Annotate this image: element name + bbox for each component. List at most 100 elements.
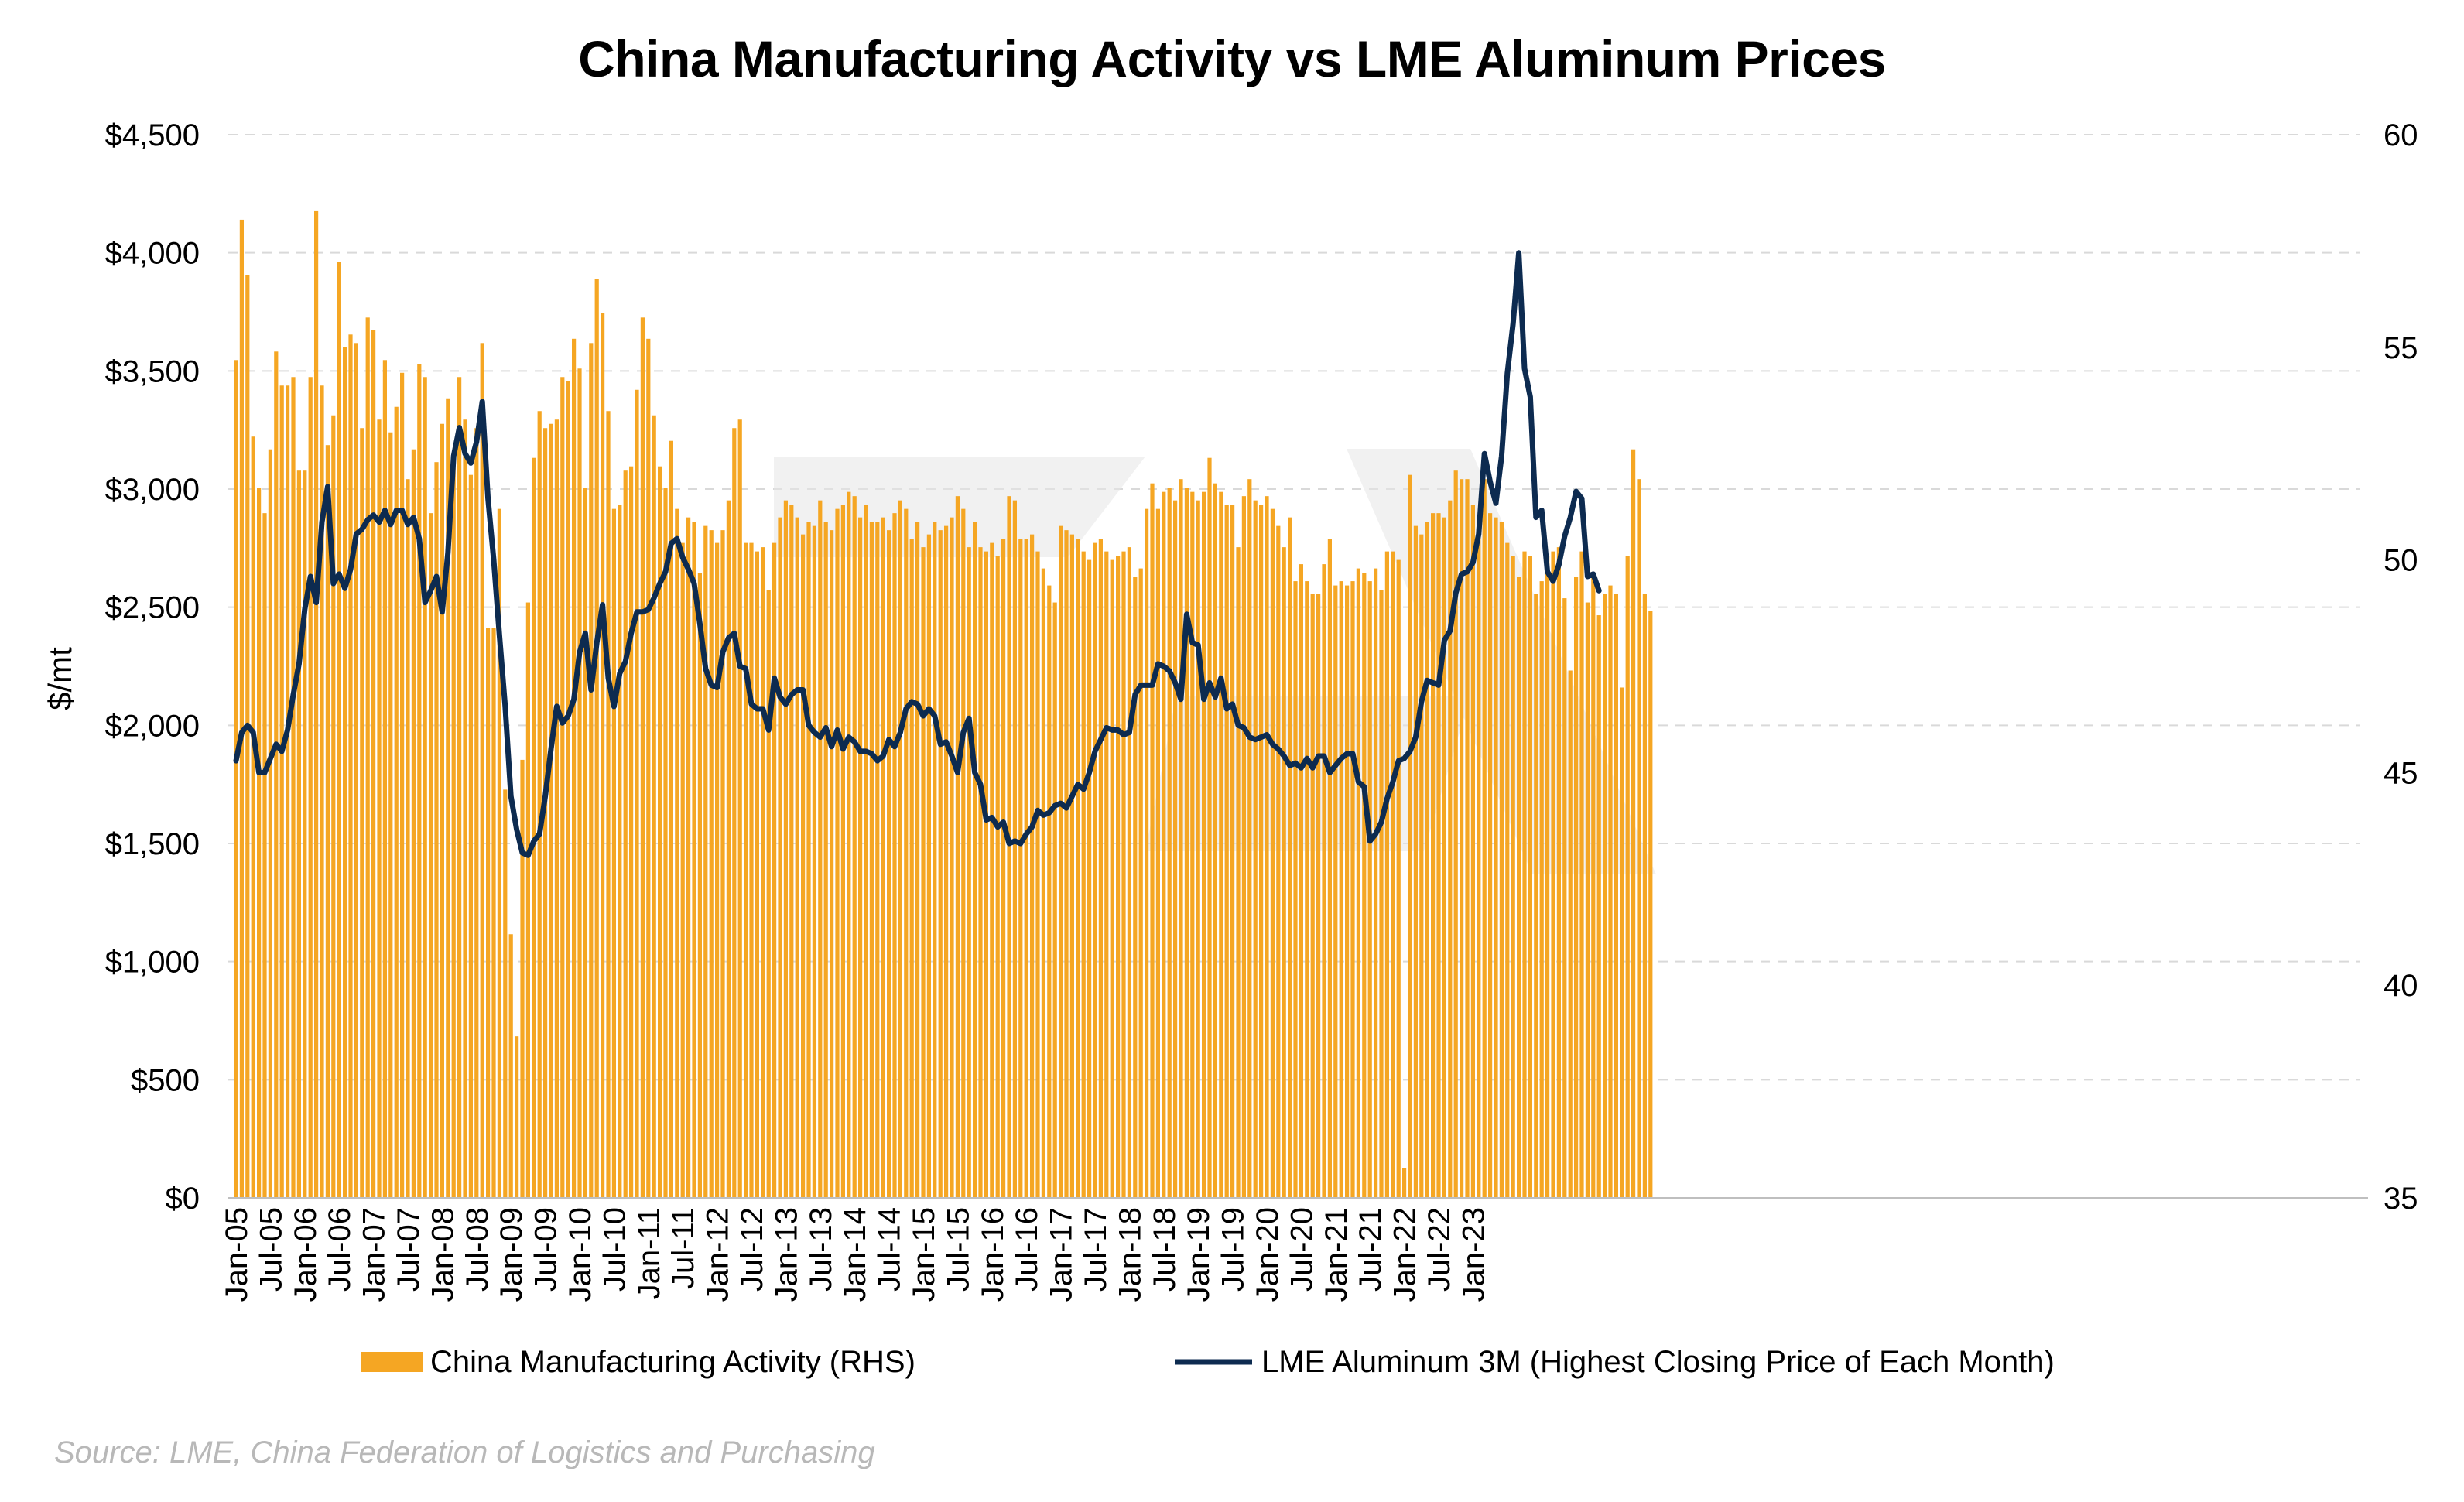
bar <box>1213 483 1217 1198</box>
bar <box>1059 525 1063 1198</box>
x-tick-label: Jul-20 <box>1285 1207 1319 1292</box>
bar <box>348 334 353 1198</box>
bar <box>508 934 513 1198</box>
bar <box>606 411 611 1198</box>
bar <box>1620 687 1624 1198</box>
bar <box>451 462 456 1198</box>
bar <box>486 628 491 1198</box>
bar <box>1110 559 1114 1198</box>
bar <box>1012 500 1017 1198</box>
bar <box>1219 491 1223 1198</box>
right-tick-label: 50 <box>2384 544 2418 578</box>
bar <box>640 317 645 1198</box>
bar <box>709 530 714 1198</box>
bar <box>944 525 949 1198</box>
bar <box>1190 491 1195 1198</box>
bar <box>365 317 370 1198</box>
bar <box>537 411 542 1198</box>
bar <box>1207 457 1212 1198</box>
bar <box>755 551 759 1198</box>
bar <box>1511 556 1515 1198</box>
bar <box>382 360 387 1199</box>
bar <box>268 449 272 1198</box>
bar <box>629 466 634 1198</box>
left-tick-label: $2,000 <box>105 709 200 743</box>
bar <box>749 542 754 1198</box>
bar <box>1327 539 1332 1198</box>
bar <box>818 500 823 1198</box>
bar <box>1270 508 1275 1198</box>
bar <box>1494 517 1498 1198</box>
x-tick-label: Jan-05 <box>220 1207 254 1302</box>
bar <box>262 513 267 1198</box>
bar <box>1150 483 1155 1198</box>
bar <box>1614 594 1618 1198</box>
bar <box>1276 525 1281 1198</box>
bar <box>1596 615 1601 1198</box>
bar <box>1556 547 1561 1198</box>
x-tick-label: Jan-07 <box>358 1207 392 1302</box>
bar <box>732 428 737 1198</box>
left-tick-label: $1,500 <box>105 827 200 861</box>
bar <box>1477 534 1481 1198</box>
bar <box>1528 556 1532 1198</box>
bar <box>1018 539 1023 1198</box>
bar <box>1534 594 1538 1198</box>
bar <box>961 508 966 1198</box>
bar <box>618 505 622 1198</box>
left-tick-label: $3,500 <box>105 354 200 388</box>
bar <box>1517 577 1521 1198</box>
bar <box>1431 513 1436 1198</box>
x-tick-label: Jan-15 <box>907 1207 941 1302</box>
bar <box>463 419 467 1198</box>
bar <box>1167 488 1172 1198</box>
x-tick-label: Jan-21 <box>1319 1207 1353 1302</box>
bar <box>520 759 525 1198</box>
legend: China Manufacturing Activity (RHS) LME A… <box>361 1345 2055 1379</box>
bar <box>360 428 364 1198</box>
aluminum-price-line <box>233 250 1602 858</box>
bar <box>933 522 937 1198</box>
bar <box>1035 551 1040 1198</box>
bar <box>1545 556 1550 1198</box>
bar <box>1230 505 1235 1198</box>
bar <box>875 522 880 1198</box>
bar <box>1562 598 1567 1198</box>
bar <box>1465 479 1470 1198</box>
bar <box>978 547 983 1198</box>
bar <box>291 377 296 1199</box>
bar <box>503 789 508 1198</box>
bar <box>1241 496 1246 1198</box>
x-tick-label: Jan-19 <box>1182 1207 1216 1302</box>
bar <box>772 542 777 1198</box>
bar <box>1379 590 1384 1198</box>
line-series-layer <box>233 250 1602 858</box>
bar <box>1436 513 1441 1198</box>
x-tick-label: Jan-11 <box>632 1207 666 1299</box>
bar <box>525 602 530 1198</box>
chart-title: China Manufacturing Activity vs LME Alum… <box>578 30 1886 87</box>
bar <box>984 551 988 1198</box>
bar <box>1121 551 1126 1198</box>
x-tick-label: Jul-11 <box>666 1207 700 1289</box>
bar <box>1648 611 1653 1198</box>
bar <box>1425 522 1429 1198</box>
bar <box>967 547 971 1198</box>
bar <box>440 423 444 1198</box>
left-axis-ticks: $0 $500 $1,000 $1,500 $2,000 $2,500 $3,000 $3,5… <box>105 118 200 1216</box>
bar <box>1155 508 1160 1198</box>
bar <box>1310 594 1315 1198</box>
bar <box>1069 534 1074 1198</box>
bar <box>572 338 577 1199</box>
bar <box>726 500 731 1198</box>
x-tick-label: Jul-13 <box>804 1207 838 1292</box>
bar <box>1299 564 1303 1198</box>
bar <box>1374 568 1378 1198</box>
bar <box>1265 496 1269 1198</box>
bar <box>1173 500 1178 1198</box>
bar <box>812 525 816 1198</box>
bar <box>497 508 501 1198</box>
bar <box>1236 547 1241 1198</box>
bar <box>1367 581 1372 1198</box>
bar <box>823 522 828 1198</box>
